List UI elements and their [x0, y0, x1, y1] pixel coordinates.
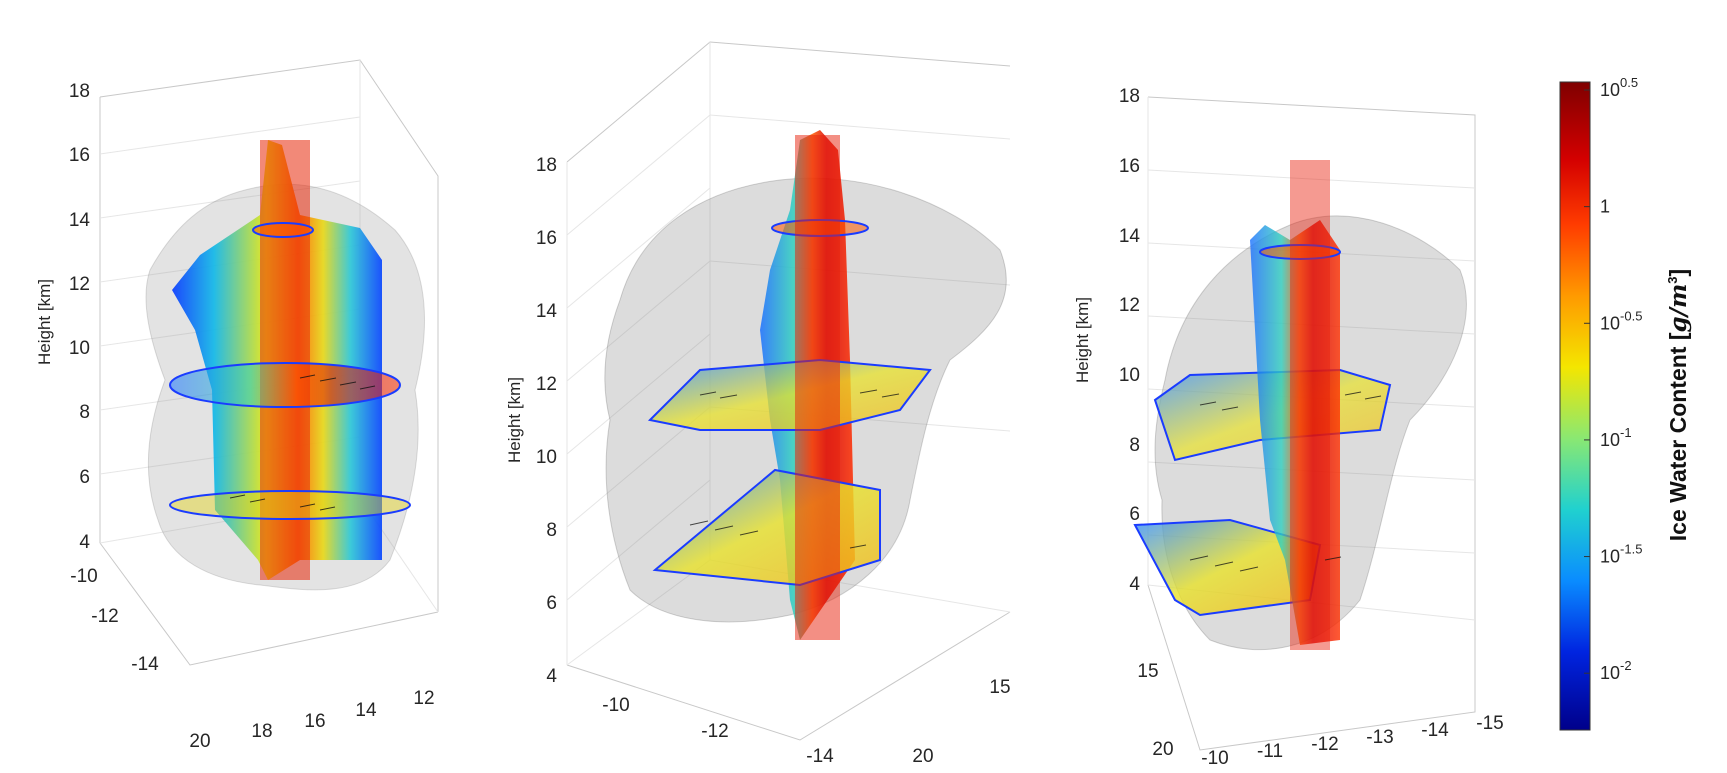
colorbar: 100.5 1 10-0.5 10-1 10-1.5 10-2 Ice Water Con…	[1559, 75, 1692, 731]
colorbar-tick-label: 100.5	[1600, 75, 1638, 100]
z-axis-label: Height [km]	[1073, 297, 1092, 383]
z-tick: 10	[69, 338, 90, 359]
y-tick: 15	[989, 677, 1010, 698]
z-tick: 10	[1119, 365, 1140, 386]
x-tick: -15	[1476, 713, 1503, 734]
z-tick: 18	[69, 81, 90, 102]
z-tick: 8	[79, 402, 90, 423]
z-tick: 6	[1129, 504, 1140, 525]
z-tick: 6	[546, 593, 557, 614]
ice-slab-right	[1250, 220, 1340, 645]
z-tick: 18	[1119, 86, 1140, 107]
z-tick: 4	[546, 666, 557, 687]
z-tick: 4	[79, 532, 90, 553]
z-tick: 18	[536, 155, 557, 176]
x-tick: -11	[1257, 741, 1283, 762]
z-tick: 6	[79, 467, 90, 488]
z-tick: 12	[69, 274, 90, 295]
z-tick: 14	[536, 301, 558, 322]
section-14km-right	[1259, 244, 1341, 260]
y-tick: -14	[131, 654, 159, 675]
x-tick: -14	[806, 746, 834, 767]
z-tick: 12	[1119, 295, 1140, 316]
wind-vectors-middle	[689, 389, 900, 549]
z-tick: 4	[1129, 574, 1140, 595]
y-tick: -12	[91, 606, 118, 627]
section-5km-left	[169, 490, 411, 520]
z-tick: 8	[546, 520, 557, 541]
panel-left: 4 6 8 10 12 14 16 18 Height [km] -10 -12…	[35, 59, 439, 752]
z-tick: 8	[1129, 435, 1140, 456]
x-tick: -13	[1366, 727, 1393, 748]
x-tick: 20	[189, 731, 210, 752]
x-tick: -10	[1201, 748, 1228, 769]
x-tick: 14	[355, 700, 377, 721]
colorbar-tick-label: 10-2	[1600, 658, 1632, 683]
section-11km-middle	[647, 358, 932, 431]
z-tick: 14	[69, 210, 91, 231]
z-tick: 14	[1119, 226, 1141, 247]
z-tick: 16	[536, 228, 557, 249]
z-tick: 10	[536, 447, 557, 468]
core-column-right	[1290, 160, 1330, 650]
x-tick: 18	[251, 721, 272, 742]
colorbar-ticks: 100.5 1 10-0.5 10-1 10-1.5 10-2	[1584, 75, 1642, 683]
wind-vectors-right	[1189, 391, 1382, 572]
panel-middle: 4 6 8 10 12 14 16 18 Height [km] -10 -12…	[505, 41, 1011, 767]
x-tick: -12	[1311, 734, 1338, 755]
wind-vectors-left	[229, 374, 376, 511]
section-9km-left	[169, 362, 401, 408]
y-tick: 15	[1137, 661, 1158, 682]
z-axis-label: Height [km]	[35, 279, 54, 365]
colorbar-tick-label: 10-1.5	[1600, 542, 1642, 567]
colorbar-tick-label: 10-1	[1600, 425, 1632, 450]
colorbar-tick-label: 1	[1600, 197, 1610, 217]
x-tick: 12	[413, 688, 434, 709]
x-tick: 16	[304, 711, 325, 732]
z-tick: 12	[536, 374, 557, 395]
z-tick: 16	[1119, 156, 1140, 177]
x-tick: -10	[602, 695, 629, 716]
panel-right: 4 6 8 10 12 14 16 18 Height [km] 15 20 -…	[1073, 86, 1504, 769]
colorbar-bar	[1559, 81, 1591, 731]
y-tick: -10	[70, 566, 97, 587]
x-tick: -14	[1421, 720, 1449, 741]
y-tick: 20	[912, 746, 933, 767]
section-14km-left	[252, 222, 314, 238]
core-column-middle	[795, 135, 840, 640]
colorbar-tick-label: 10-0.5	[1600, 308, 1642, 333]
y-tick: 20	[1152, 739, 1173, 760]
x-tick: -12	[701, 721, 728, 742]
z-tick: 16	[69, 145, 90, 166]
colorbar-label: Ice Water Content [g/m3]	[1665, 269, 1692, 541]
z-axis-label: Height [km]	[505, 377, 524, 463]
